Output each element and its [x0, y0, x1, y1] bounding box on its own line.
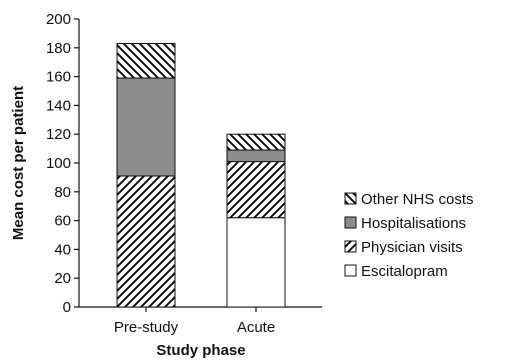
- bar-segment-pre-study-hospitalisations: [116, 77, 176, 177]
- y-axis: 0 20 40 60 80 100 120 140 160 180 200: [46, 11, 80, 316]
- legend-label-escitalopram: Escitalopram: [361, 263, 448, 280]
- y-tick-label: 80: [54, 184, 71, 201]
- legend-swatch-hospitalisations: [344, 216, 357, 229]
- bar-segment-acute-physician-visits: [226, 161, 286, 219]
- legend-label-other-nhs-costs: Other NHS costs: [361, 191, 474, 208]
- bar-segment-acute-other-nhs-costs: [226, 133, 286, 151]
- bars: [116, 42, 286, 308]
- y-tick-label: 40: [54, 241, 71, 258]
- legend-label-hospitalisations: Hospitalisations: [361, 215, 466, 232]
- y-tick-label: 0: [63, 299, 71, 316]
- x-tick-label-acute: Acute: [237, 319, 275, 336]
- y-tick-label: 140: [46, 97, 71, 114]
- x-axis-title: Study phase: [156, 342, 245, 359]
- y-tick-label: 120: [46, 126, 71, 143]
- y-axis-title: Mean cost per patient: [10, 86, 27, 240]
- y-tick-label: 20: [54, 270, 71, 287]
- legend-swatch-physician-visits: [344, 240, 357, 253]
- bar-segment-pre-study-physician-visits: [116, 175, 176, 308]
- y-tick-label: 200: [46, 11, 71, 28]
- y-tick-label: 160: [46, 69, 71, 86]
- x-tick-label-pre-study: Pre-study: [114, 319, 179, 336]
- legend: Other NHS costs Hospitalisations Physician…: [344, 191, 474, 280]
- bar-segment-pre-study-other-nhs-costs: [116, 42, 176, 79]
- bar-segment-acute-escitalopram: [226, 217, 286, 308]
- y-tick-label: 100: [46, 155, 71, 172]
- legend-swatch-other-nhs-costs: [344, 192, 357, 205]
- bar-segment-acute-hospitalisations: [226, 149, 286, 163]
- legend-swatch-escitalopram: [344, 264, 357, 277]
- x-axis: Pre-study Acute: [79, 306, 322, 336]
- y-tick-label: 180: [46, 40, 71, 57]
- y-tick-label: 60: [54, 213, 71, 230]
- legend-label-physician-visits: Physician visits: [361, 239, 463, 256]
